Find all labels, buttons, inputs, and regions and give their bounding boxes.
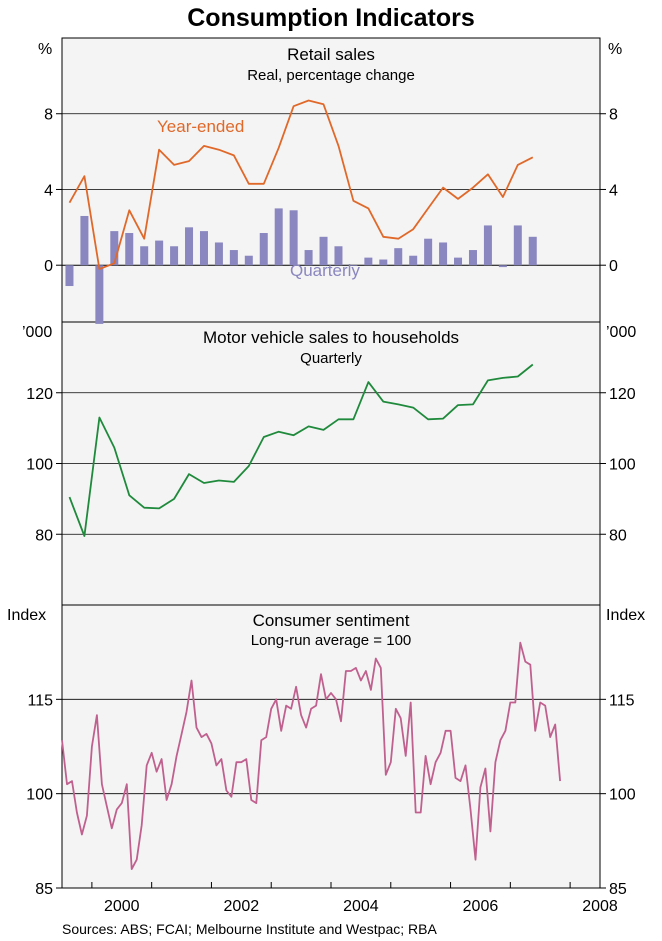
sentiment-title: Consumer sentiment xyxy=(253,611,410,630)
motor-title: Motor vehicle sales to households xyxy=(203,328,459,347)
sentiment-unit-left: Index xyxy=(7,607,46,624)
quarterly-bar xyxy=(289,210,298,266)
motor-unit-left: ’000 xyxy=(22,324,52,341)
consumer-sentiment-line xyxy=(61,641,561,870)
y-tick-label-left: 8 xyxy=(44,107,53,124)
motor-vehicle-line xyxy=(68,363,534,537)
quarterly-bar xyxy=(259,233,268,266)
quarterly-label: Quarterly xyxy=(290,261,360,280)
quarterly-bar xyxy=(394,248,403,266)
quarterly-bar xyxy=(319,236,328,266)
y-tick-label-left: 100 xyxy=(26,787,53,804)
quarterly-bar xyxy=(439,242,448,266)
quarterly-bar xyxy=(65,265,74,287)
quarterly-bar xyxy=(468,250,477,266)
quarterly-bar xyxy=(125,233,134,266)
quarterly-bar xyxy=(528,236,537,266)
y-tick-label-right: 100 xyxy=(609,457,636,474)
quarterly-bar xyxy=(199,231,208,266)
y-tick-label-left: 120 xyxy=(26,386,53,403)
quarterly-bar xyxy=(140,246,149,266)
quarterly-bar xyxy=(379,259,388,266)
x-tick-label: 2002 xyxy=(224,898,260,915)
quarterly-bar xyxy=(244,255,253,266)
axis-ticks: 0 0 4 4 8 8 80 80 100 100 120 120 85 85 100 100 115 115 20… xyxy=(26,107,636,915)
x-tick-label: 2008 xyxy=(582,898,618,915)
retail-quarterly-bars xyxy=(65,208,537,324)
quarterly-bar xyxy=(185,227,194,266)
retail-unit-right: % xyxy=(608,41,622,58)
y-tick-label-left: 0 xyxy=(44,258,53,275)
retail-subtitle: Real, percentage change xyxy=(247,67,415,84)
y-tick-label-right: 85 xyxy=(609,881,627,898)
y-tick-label-right: 120 xyxy=(609,386,636,403)
y-tick-label-left: 4 xyxy=(44,182,53,199)
y-tick-label-right: 0 xyxy=(609,258,618,275)
quarterly-bar xyxy=(274,208,283,266)
year-ended-line xyxy=(68,99,534,270)
quarterly-bar xyxy=(80,215,89,266)
quarterly-bar xyxy=(483,225,492,266)
y-tick-label-left: 100 xyxy=(26,457,53,474)
x-tick-label: 2006 xyxy=(463,898,499,915)
quarterly-bar xyxy=(454,257,463,266)
quarterly-bar xyxy=(95,265,104,324)
quarterly-bar xyxy=(304,250,313,266)
x-tick-label: 2000 xyxy=(104,898,140,915)
quarterly-bar xyxy=(110,231,119,266)
y-tick-label-left: 80 xyxy=(35,527,53,544)
y-tick-label-left: 115 xyxy=(27,692,53,709)
sentiment-unit-right: Index xyxy=(606,607,645,624)
quarterly-bar xyxy=(409,255,418,266)
motor-subtitle: Quarterly xyxy=(300,350,362,367)
y-tick-label-left: 85 xyxy=(35,881,53,898)
retail-unit-left: % xyxy=(38,41,52,58)
y-tick-label-right: 80 xyxy=(609,527,627,544)
quarterly-bar xyxy=(513,225,522,266)
quarterly-bar xyxy=(364,257,373,266)
year-ended-label: Year-ended xyxy=(157,117,244,136)
x-tick-label: 2004 xyxy=(343,898,379,915)
retail-title: Retail sales xyxy=(287,45,375,64)
series-lines xyxy=(61,99,561,870)
quarterly-bar xyxy=(349,265,358,266)
y-tick-label-right: 100 xyxy=(609,787,636,804)
quarterly-bar xyxy=(229,250,238,266)
quarterly-bar xyxy=(214,242,223,266)
plot-frame xyxy=(61,37,601,889)
quarterly-bar xyxy=(334,246,343,266)
quarterly-bar xyxy=(155,240,164,266)
y-tick-label-right: 4 xyxy=(609,182,618,199)
y-tick-label-right: 115 xyxy=(609,692,635,709)
motor-unit-right: ’000 xyxy=(606,324,636,341)
chart-title: Consumption Indicators xyxy=(187,4,475,32)
source-note: Sources: ABS; FCAI; Melbourne Institute … xyxy=(62,921,437,937)
y-tick-label-right: 8 xyxy=(609,107,618,124)
quarterly-bar xyxy=(424,238,433,266)
quarterly-bar xyxy=(170,246,179,266)
quarterly-bar xyxy=(498,265,507,268)
sentiment-subtitle: Long-run average = 100 xyxy=(251,632,412,649)
